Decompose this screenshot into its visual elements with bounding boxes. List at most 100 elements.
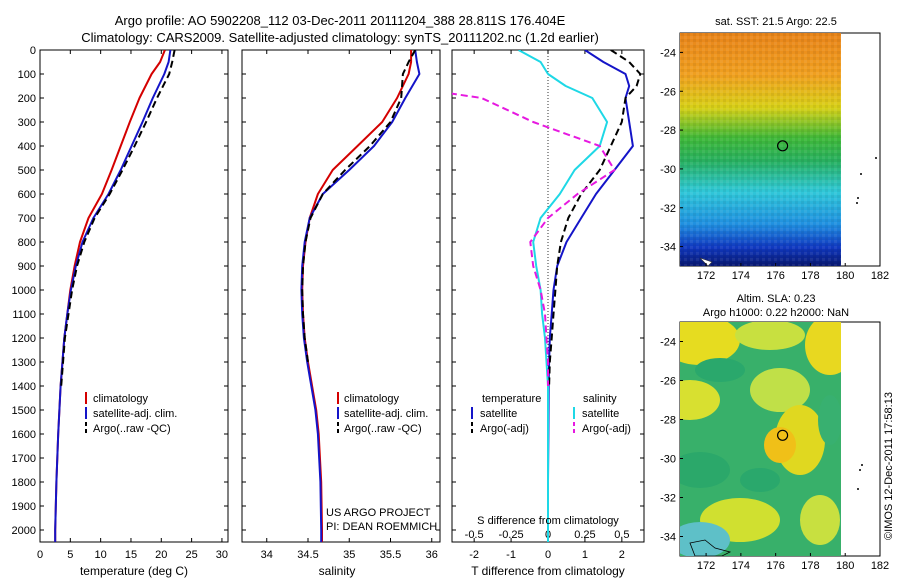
map-x-tick-label: 178 bbox=[801, 560, 819, 572]
legend-label-satellite: satellite-adj. clim. bbox=[93, 408, 177, 420]
y-tick-label: 0 bbox=[30, 45, 36, 57]
sla-islands bbox=[859, 469, 861, 471]
map-y-tick-label: -24 bbox=[660, 47, 676, 59]
series-line-salinity-argo-adj bbox=[452, 92, 616, 386]
map-y-tick-label: -30 bbox=[660, 454, 676, 466]
y-tick-label: 200 bbox=[18, 93, 36, 105]
difference-top-xlabel: S difference from climatology bbox=[477, 515, 619, 527]
y-tick-label: 1500 bbox=[12, 405, 36, 417]
salinity-panel: 34 34.5 35 35.5 36 salinity climatology sate… bbox=[241, 49, 441, 578]
temperature-x-ticks: 0 5 10 15 20 25 30 bbox=[37, 50, 228, 561]
x-tick-label: 0 bbox=[37, 549, 43, 561]
map-x-tick-label: 172 bbox=[697, 560, 715, 572]
map-y-tick-label: -28 bbox=[660, 125, 676, 137]
y-tick-label: 700 bbox=[18, 213, 36, 225]
legend-label-temp-satellite: satellite bbox=[480, 408, 517, 420]
x-tick-label: 34 bbox=[261, 549, 273, 561]
temperature-legend: climatology satellite-adj. clim. Argo(..… bbox=[85, 392, 177, 435]
top-x-tick-label: 0.5 bbox=[614, 529, 629, 541]
legend-header-salinity: salinity bbox=[583, 393, 617, 405]
sst-map-panel: sat. SST: 21.5 Argo: 22.5 172 174 176 178 18… bbox=[660, 16, 889, 282]
project-label: US ARGO PROJECT bbox=[326, 507, 431, 519]
map-x-tick-label: 176 bbox=[766, 270, 784, 282]
x-tick-label: -1 bbox=[506, 549, 516, 561]
sst-map-title: sat. SST: 21.5 Argo: 22.5 bbox=[715, 16, 837, 28]
map-x-tick-label: 182 bbox=[871, 270, 889, 282]
x-tick-label: 35.5 bbox=[380, 549, 401, 561]
legend-label-argo: Argo(..raw -QC) bbox=[344, 423, 422, 435]
sla-islands bbox=[861, 464, 863, 466]
y-tick-label: 1700 bbox=[12, 453, 36, 465]
y-tick-label: 400 bbox=[18, 141, 36, 153]
temperature-lines bbox=[54, 50, 176, 542]
y-tick-label: 900 bbox=[18, 261, 36, 273]
map-y-tick-label: -24 bbox=[660, 337, 676, 349]
y-tick-label: 500 bbox=[18, 165, 36, 177]
sst-coast-fragment bbox=[699, 257, 713, 267]
map-x-tick-label: 178 bbox=[801, 270, 819, 282]
map-x-tick-label: 180 bbox=[836, 270, 854, 282]
map-y-tick-label: -34 bbox=[660, 242, 676, 254]
salinity-lines bbox=[300, 50, 421, 542]
salinity-legend: climatology satellite-adj. clim. Argo(..… bbox=[337, 392, 428, 435]
legend-label-sal-argo: Argo(-adj) bbox=[582, 423, 631, 435]
difference-xlabel: T difference from climatology bbox=[471, 564, 625, 578]
x-tick-label: 10 bbox=[95, 549, 107, 561]
temperature-xlabel: temperature (deg C) bbox=[80, 564, 188, 578]
salinity-x-ticks: 34 34.5 35 35.5 36 bbox=[261, 50, 438, 561]
sla-heatmap bbox=[680, 322, 841, 556]
map-x-tick-label: 172 bbox=[697, 270, 715, 282]
x-tick-label: 15 bbox=[125, 549, 137, 561]
y-tick-label: 2000 bbox=[12, 525, 36, 537]
sst-heatmap-texture bbox=[680, 33, 841, 266]
sla-argo-location-marker bbox=[777, 429, 789, 441]
x-tick-label: 30 bbox=[216, 549, 228, 561]
sla-islands bbox=[857, 488, 859, 490]
series-line-argo-raw-qc bbox=[301, 50, 417, 363]
sst-islands bbox=[875, 157, 877, 159]
series-line-salinity-satellite bbox=[518, 50, 609, 542]
legend-label-climatology: climatology bbox=[344, 393, 400, 405]
map-y-tick-label: -26 bbox=[660, 376, 676, 388]
series-line-argo-raw-qc bbox=[60, 50, 176, 387]
top-x-tick-label: -0.5 bbox=[465, 529, 484, 541]
series-line-satellite-adj-clim bbox=[300, 50, 421, 542]
temperature-axes-frame bbox=[39, 49, 229, 543]
sst-islands bbox=[860, 173, 862, 175]
salinity-y-ticks bbox=[242, 49, 440, 531]
sst-argo-location-marker bbox=[777, 140, 789, 152]
sla-coast-fragment bbox=[689, 539, 732, 557]
top-x-tick-label: 0.25 bbox=[574, 529, 595, 541]
map-y-tick-label: -30 bbox=[660, 164, 676, 176]
legend-label-climatology: climatology bbox=[93, 393, 149, 405]
map-y-tick-label: -32 bbox=[660, 493, 676, 505]
x-tick-label: 5 bbox=[67, 549, 73, 561]
map-y-tick-label: -26 bbox=[660, 86, 676, 98]
y-tick-label: 800 bbox=[18, 237, 36, 249]
x-tick-label: 1 bbox=[582, 549, 588, 561]
legend-header-temperature: temperature bbox=[482, 393, 541, 405]
map-y-tick-label: -34 bbox=[660, 532, 676, 544]
y-tick-label: 1900 bbox=[12, 501, 36, 513]
x-tick-label: 0 bbox=[545, 549, 551, 561]
salinity-axes-frame bbox=[241, 49, 441, 543]
y-tick-label: 100 bbox=[18, 69, 36, 81]
x-tick-label: 25 bbox=[185, 549, 197, 561]
temperature-panel: 0100200300400500600700800900100011001200… bbox=[12, 45, 229, 578]
y-tick-label: 300 bbox=[18, 117, 36, 129]
sla-map-ticks: 172 174 176 178 180 182 -24 -26 -28 -30 -32 -34 bbox=[660, 337, 889, 573]
sla-map-title-line1: Altim. SLA: 0.23 bbox=[737, 293, 816, 305]
map-x-tick-label: 182 bbox=[871, 560, 889, 572]
depth-tick-labels: 0 100 200 300 400 500 600 700 800 900 1000 1100 1200… bbox=[12, 45, 228, 537]
difference-lines bbox=[452, 50, 642, 542]
map-y-tick-label: -28 bbox=[660, 415, 676, 427]
imos-credit: ©IMOS 12-Dec-2011 17:58:13 bbox=[883, 392, 895, 540]
series-line-temperature-argo-adj bbox=[548, 50, 642, 387]
series-line-satellite-adj-clim bbox=[54, 50, 172, 542]
series-line-climatology bbox=[301, 50, 413, 542]
y-tick-label: 1100 bbox=[12, 309, 36, 321]
legend-label-sal-satellite: satellite bbox=[582, 408, 619, 420]
sst-islands bbox=[856, 202, 858, 204]
legend-label-satellite: satellite-adj. clim. bbox=[344, 408, 428, 420]
